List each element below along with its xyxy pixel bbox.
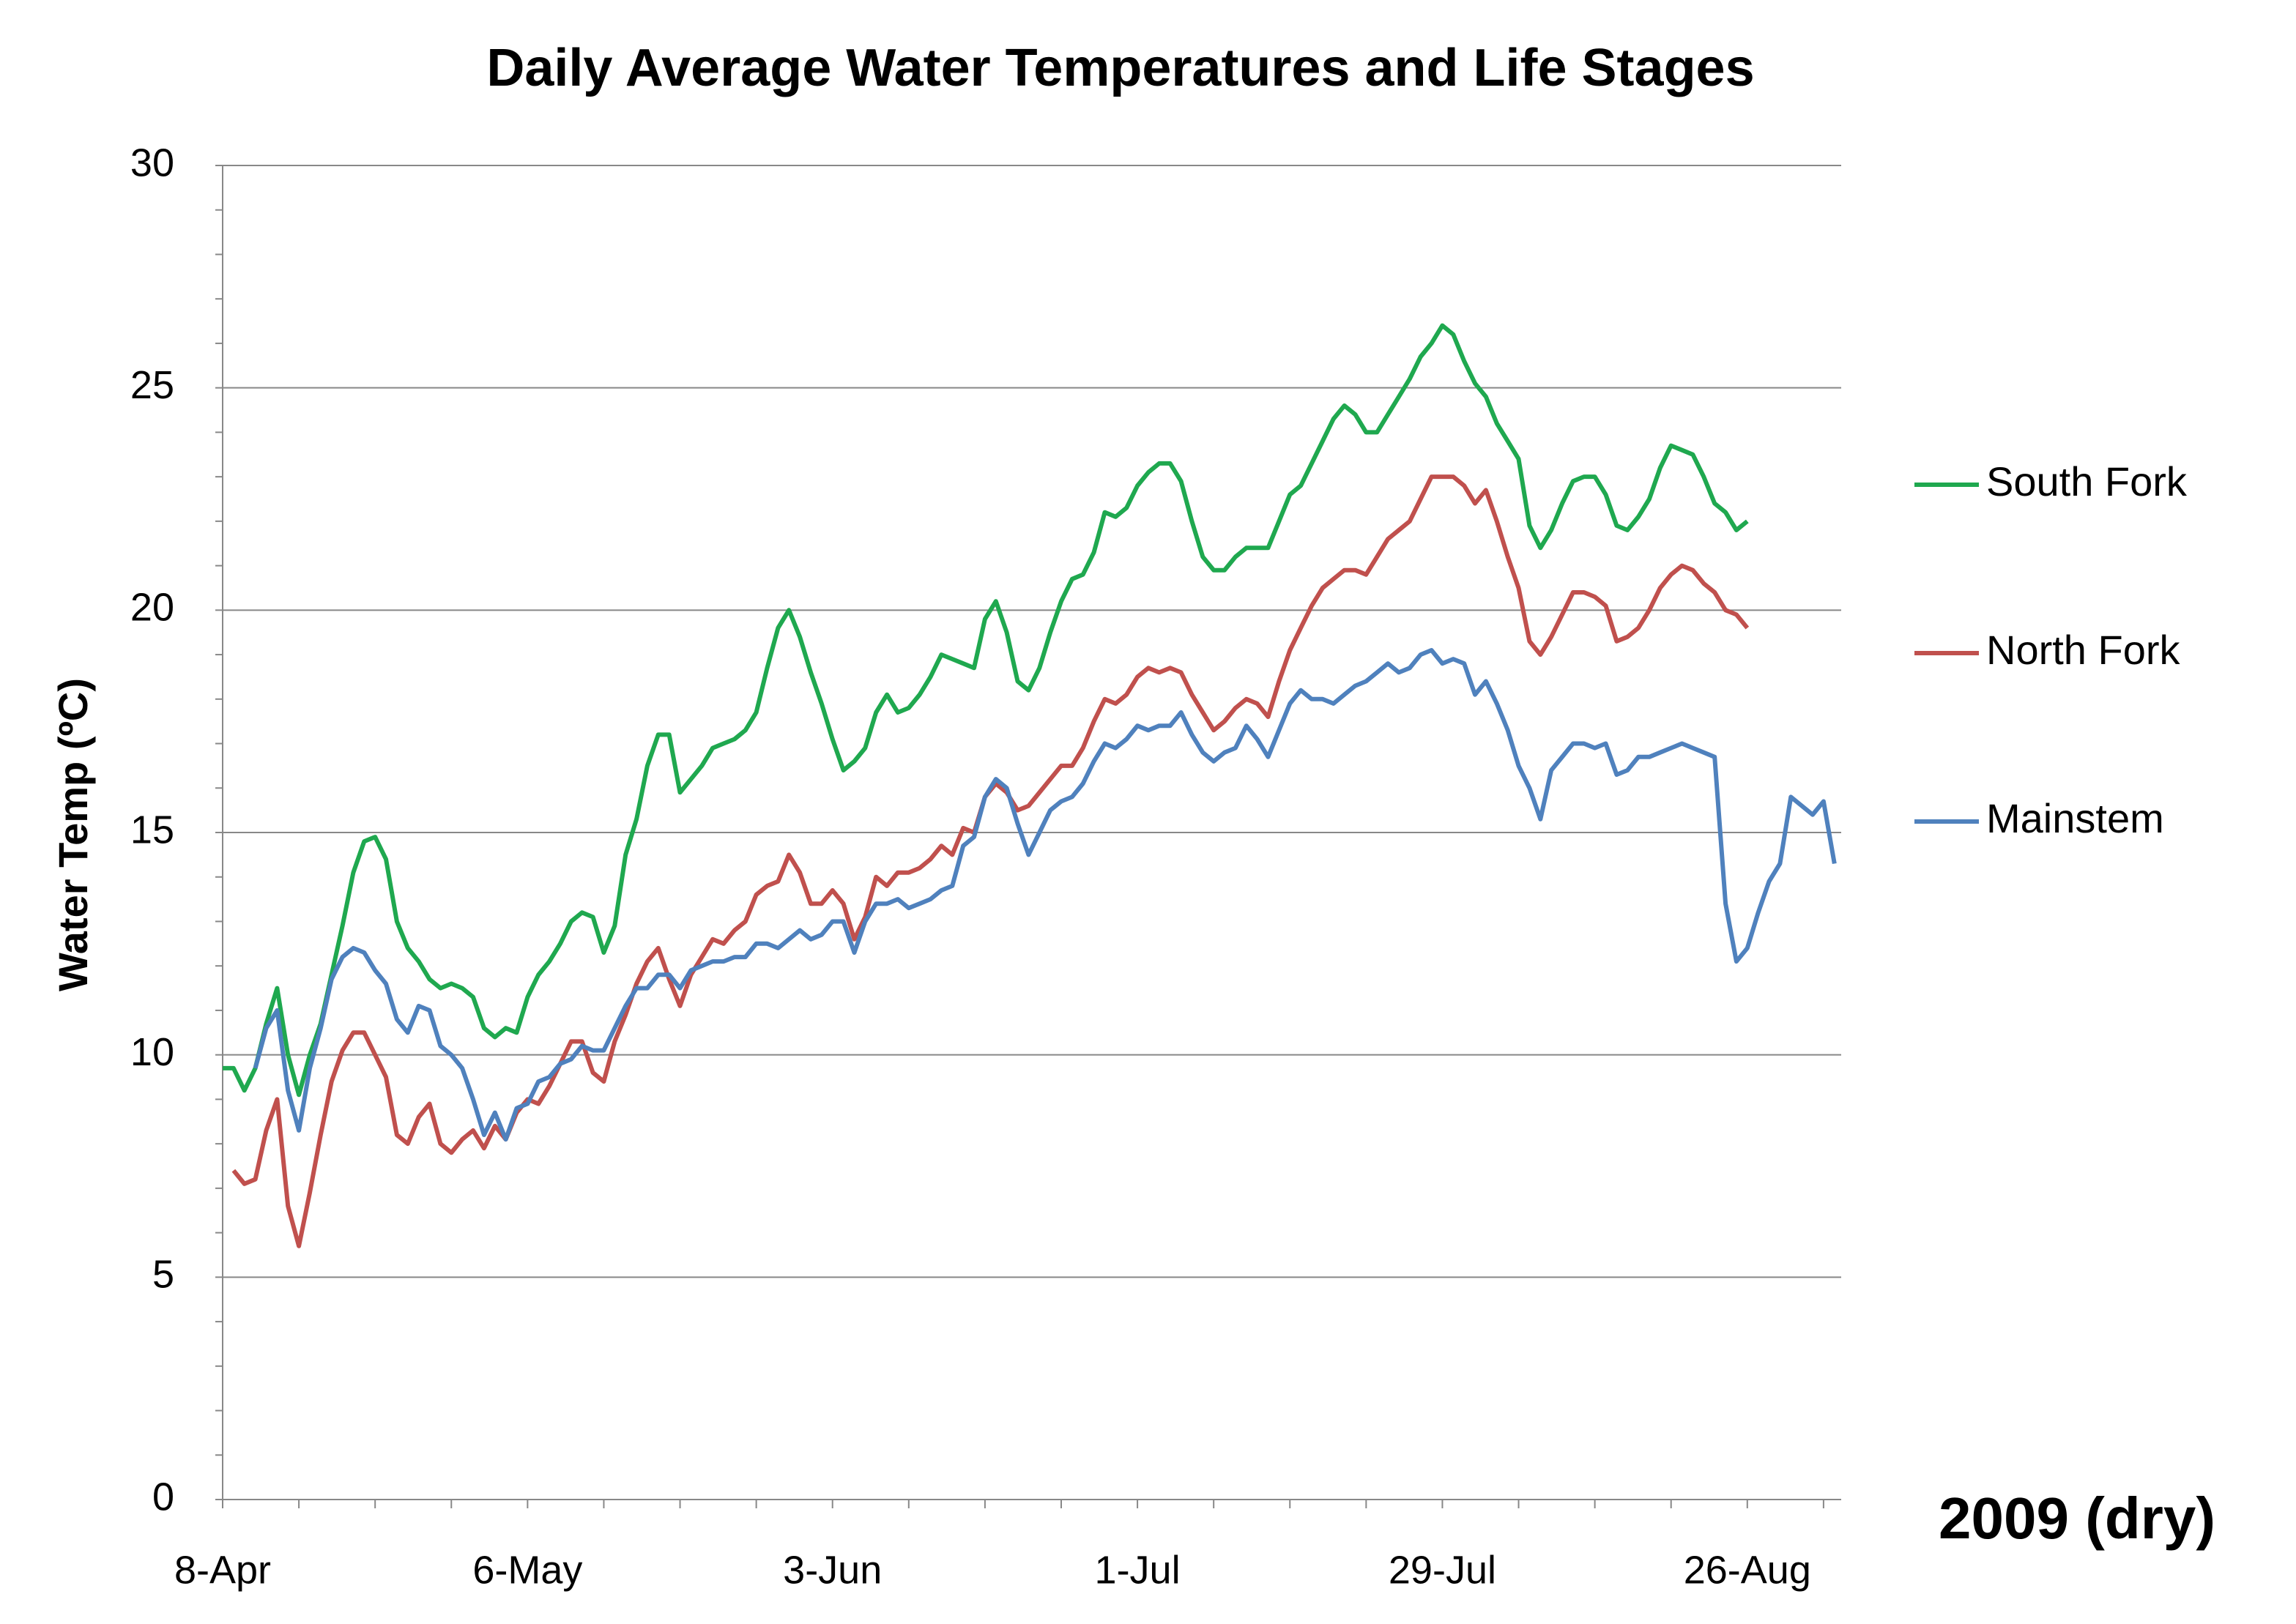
x-tick-label: 29-Jul (1389, 1548, 1496, 1592)
y-tick-label: 0 (152, 1475, 174, 1519)
x-tick-label: 6-May (472, 1548, 582, 1592)
legend-label: Mainstem (1986, 795, 2164, 841)
y-axis-label: Water Temp (ºC) (50, 678, 96, 991)
y-tick-label: 5 (152, 1253, 174, 1297)
x-tick-label: 26-Aug (1684, 1548, 1811, 1592)
legend-label: South Fork (1986, 458, 2188, 504)
legend-label: North Fork (1986, 627, 2180, 673)
annotation: 2009 (dry) (1939, 1486, 2215, 1551)
x-tick-label: 3-Jun (783, 1548, 882, 1592)
y-tick-label: 20 (130, 586, 174, 630)
series-line (231, 474, 1750, 1248)
series-line (223, 323, 1749, 1098)
y-tick-label: 30 (130, 141, 174, 185)
chart-title: Daily Average Water Temperatures and Lif… (486, 39, 1754, 97)
series-line (253, 648, 1837, 1142)
y-tick-label: 25 (130, 363, 174, 407)
x-tick-label: 1-Jul (1095, 1548, 1181, 1592)
y-tick-label: 10 (130, 1030, 174, 1074)
y-tick-label: 15 (130, 808, 174, 852)
x-tick-label: 8-Apr (174, 1548, 271, 1592)
